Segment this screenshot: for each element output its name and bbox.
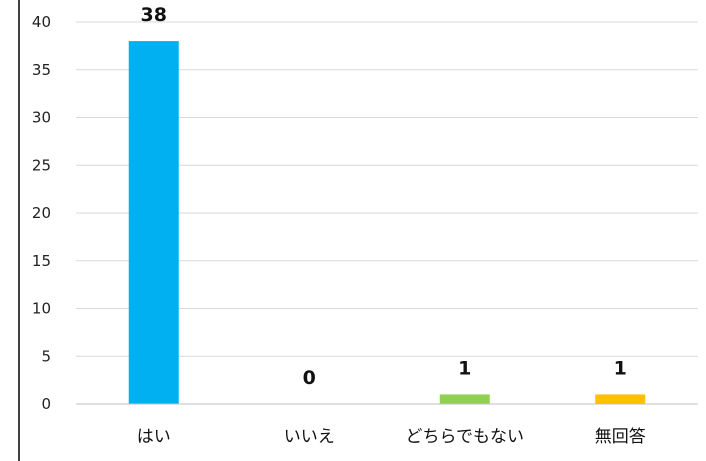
y-tick-label: 5 <box>41 347 51 365</box>
gridlines <box>76 21 698 357</box>
x-category-label: はい <box>137 427 171 447</box>
data-label: 38 <box>141 4 167 26</box>
data-label: 1 <box>458 357 471 379</box>
x-category-label: 無回答 <box>595 427 646 447</box>
data-label: 1 <box>614 357 627 379</box>
bar <box>595 394 646 404</box>
y-tick-label: 40 <box>32 13 51 31</box>
y-tick-label: 35 <box>32 61 51 79</box>
x-axis-category-labels: はい いいえ どちらでもない 無回答 <box>137 427 646 447</box>
bar <box>439 394 490 404</box>
x-category-label: どちらでもない <box>406 427 525 447</box>
y-tick-label: 25 <box>32 156 51 174</box>
data-labels: 38 0 1 1 <box>141 4 627 389</box>
data-label: 0 <box>303 367 316 389</box>
y-tick-label: 0 <box>41 395 51 413</box>
y-tick-label: 30 <box>32 109 51 127</box>
bars <box>128 41 646 404</box>
y-tick-label: 15 <box>32 252 51 270</box>
y-axis-tick-labels: 0 5 10 15 20 25 30 35 40 <box>32 13 51 413</box>
y-tick-label: 20 <box>32 204 51 222</box>
bar <box>128 41 179 404</box>
x-category-label: いいえ <box>284 427 335 447</box>
y-tick-label: 10 <box>32 300 51 318</box>
